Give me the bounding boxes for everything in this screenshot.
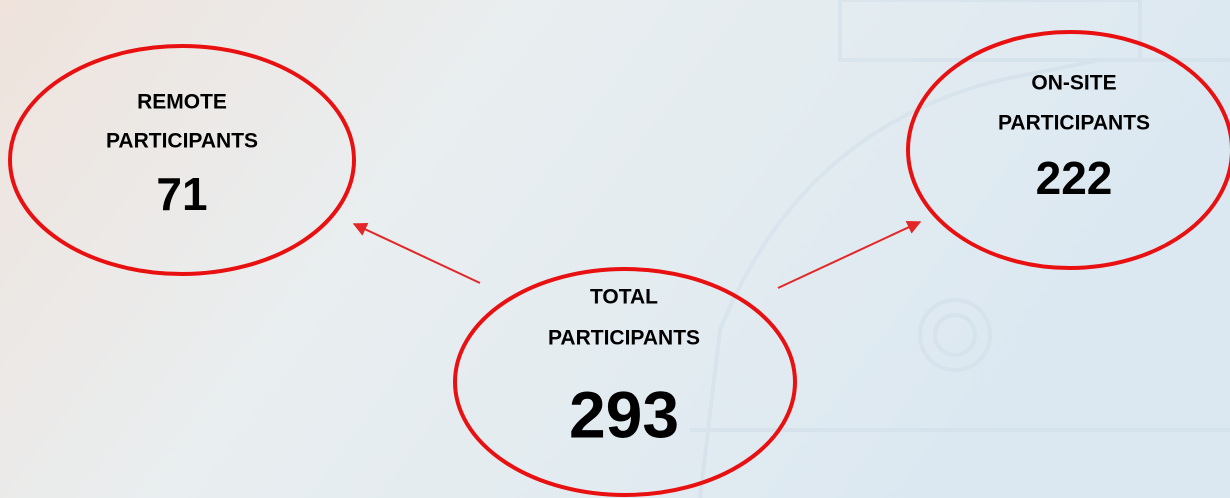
node-value: 71 <box>156 168 207 220</box>
node-value: 222 <box>1036 152 1113 204</box>
node-value: 293 <box>569 377 679 451</box>
node-label: PARTICIPANTS <box>548 327 700 350</box>
page: REMOTE PARTICIPANTS 71 ON-SITE PARTICIPA… <box>0 0 1230 498</box>
node-label: PARTICIPANTS <box>998 112 1150 135</box>
node-label: PARTICIPANTS <box>106 130 258 153</box>
node-label: TOTAL <box>590 286 658 309</box>
node-label: ON-SITE <box>1031 72 1116 95</box>
node-label: REMOTE <box>137 91 227 114</box>
diagram: REMOTE PARTICIPANTS 71 ON-SITE PARTICIPA… <box>0 0 1230 498</box>
